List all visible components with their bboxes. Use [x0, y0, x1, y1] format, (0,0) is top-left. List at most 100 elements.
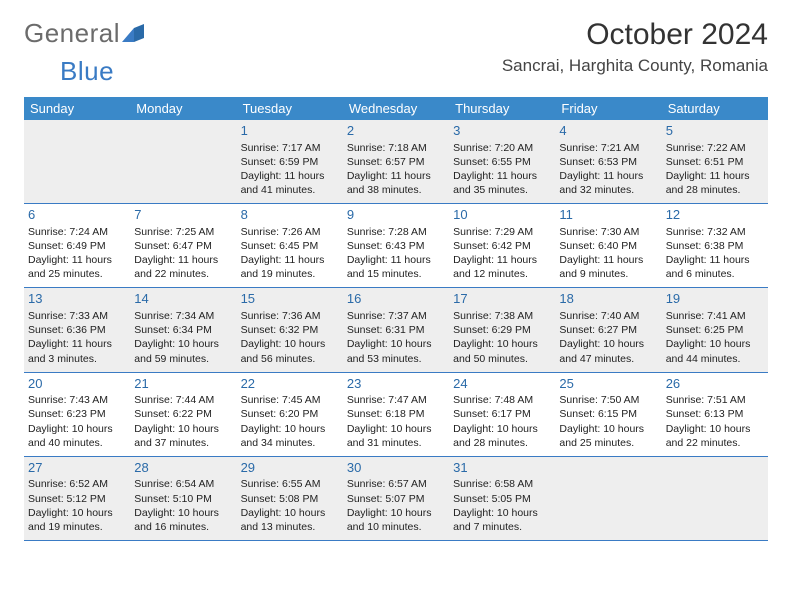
day-cell: 31Sunrise: 6:58 AMSunset: 5:05 PMDayligh… [449, 457, 555, 540]
daylight-line: Daylight: 11 hours and 9 minutes. [559, 253, 657, 281]
sunset-line: Sunset: 6:27 PM [559, 323, 657, 337]
daylight-line: Daylight: 11 hours and 6 minutes. [666, 253, 764, 281]
day-cell: 1Sunrise: 7:17 AMSunset: 6:59 PMDaylight… [237, 120, 343, 203]
day-header-tue: Tuesday [237, 97, 343, 120]
sunset-line: Sunset: 6:17 PM [453, 407, 551, 421]
daylight-line: Daylight: 11 hours and 15 minutes. [347, 253, 445, 281]
day-number: 22 [241, 375, 339, 393]
sunset-line: Sunset: 6:55 PM [453, 155, 551, 169]
day-header-thu: Thursday [449, 97, 555, 120]
logo-icon [122, 18, 146, 49]
day-number: 1 [241, 122, 339, 140]
logo-text-blue: Blue [60, 56, 114, 87]
sunrise-line: Sunrise: 7:34 AM [134, 309, 232, 323]
day-number: 19 [666, 290, 764, 308]
logo: General [24, 18, 146, 49]
day-cell: 16Sunrise: 7:37 AMSunset: 6:31 PMDayligh… [343, 288, 449, 371]
day-number: 13 [28, 290, 126, 308]
day-cell: 3Sunrise: 7:20 AMSunset: 6:55 PMDaylight… [449, 120, 555, 203]
day-cell: 6Sunrise: 7:24 AMSunset: 6:49 PMDaylight… [24, 204, 130, 287]
sunrise-line: Sunrise: 7:48 AM [453, 393, 551, 407]
daylight-line: Daylight: 10 hours and 19 minutes. [28, 506, 126, 534]
sunrise-line: Sunrise: 6:57 AM [347, 477, 445, 491]
sunset-line: Sunset: 5:12 PM [28, 492, 126, 506]
day-number: 24 [453, 375, 551, 393]
week-row: 20Sunrise: 7:43 AMSunset: 6:23 PMDayligh… [24, 373, 768, 457]
empty-cell [130, 120, 236, 203]
week-row: 27Sunrise: 6:52 AMSunset: 5:12 PMDayligh… [24, 457, 768, 541]
day-header-row: Sunday Monday Tuesday Wednesday Thursday… [24, 97, 768, 120]
daylight-line: Daylight: 10 hours and 40 minutes. [28, 422, 126, 450]
sunset-line: Sunset: 6:59 PM [241, 155, 339, 169]
day-cell: 12Sunrise: 7:32 AMSunset: 6:38 PMDayligh… [662, 204, 768, 287]
calendar: Sunday Monday Tuesday Wednesday Thursday… [24, 97, 768, 541]
sunrise-line: Sunrise: 7:41 AM [666, 309, 764, 323]
day-number: 3 [453, 122, 551, 140]
sunset-line: Sunset: 6:31 PM [347, 323, 445, 337]
sunrise-line: Sunrise: 7:20 AM [453, 141, 551, 155]
daylight-line: Daylight: 11 hours and 38 minutes. [347, 169, 445, 197]
day-number: 17 [453, 290, 551, 308]
sunrise-line: Sunrise: 7:30 AM [559, 225, 657, 239]
sunrise-line: Sunrise: 7:45 AM [241, 393, 339, 407]
sunrise-line: Sunrise: 7:17 AM [241, 141, 339, 155]
day-number: 11 [559, 206, 657, 224]
daylight-line: Daylight: 10 hours and 25 minutes. [559, 422, 657, 450]
daylight-line: Daylight: 10 hours and 59 minutes. [134, 337, 232, 365]
day-cell: 9Sunrise: 7:28 AMSunset: 6:43 PMDaylight… [343, 204, 449, 287]
day-number: 12 [666, 206, 764, 224]
sunset-line: Sunset: 6:13 PM [666, 407, 764, 421]
location: Sancrai, Harghita County, Romania [502, 56, 768, 76]
day-number: 15 [241, 290, 339, 308]
day-number: 26 [666, 375, 764, 393]
daylight-line: Daylight: 10 hours and 37 minutes. [134, 422, 232, 450]
sunrise-line: Sunrise: 7:24 AM [28, 225, 126, 239]
day-number: 23 [347, 375, 445, 393]
day-number: 2 [347, 122, 445, 140]
sunset-line: Sunset: 6:20 PM [241, 407, 339, 421]
sunset-line: Sunset: 6:25 PM [666, 323, 764, 337]
day-cell: 13Sunrise: 7:33 AMSunset: 6:36 PMDayligh… [24, 288, 130, 371]
day-cell: 4Sunrise: 7:21 AMSunset: 6:53 PMDaylight… [555, 120, 661, 203]
day-cell: 19Sunrise: 7:41 AMSunset: 6:25 PMDayligh… [662, 288, 768, 371]
sunset-line: Sunset: 6:57 PM [347, 155, 445, 169]
sunrise-line: Sunrise: 6:55 AM [241, 477, 339, 491]
day-cell: 8Sunrise: 7:26 AMSunset: 6:45 PMDaylight… [237, 204, 343, 287]
sunset-line: Sunset: 6:51 PM [666, 155, 764, 169]
day-number: 14 [134, 290, 232, 308]
day-cell: 29Sunrise: 6:55 AMSunset: 5:08 PMDayligh… [237, 457, 343, 540]
sunset-line: Sunset: 6:15 PM [559, 407, 657, 421]
sunrise-line: Sunrise: 7:43 AM [28, 393, 126, 407]
sunrise-line: Sunrise: 6:52 AM [28, 477, 126, 491]
sunrise-line: Sunrise: 7:21 AM [559, 141, 657, 155]
daylight-line: Daylight: 10 hours and 7 minutes. [453, 506, 551, 534]
logo-text-general: General [24, 18, 120, 49]
day-number: 5 [666, 122, 764, 140]
sunrise-line: Sunrise: 7:25 AM [134, 225, 232, 239]
daylight-line: Daylight: 10 hours and 10 minutes. [347, 506, 445, 534]
day-header-wed: Wednesday [343, 97, 449, 120]
day-header-fri: Friday [555, 97, 661, 120]
day-number: 21 [134, 375, 232, 393]
daylight-line: Daylight: 11 hours and 32 minutes. [559, 169, 657, 197]
day-cell: 21Sunrise: 7:44 AMSunset: 6:22 PMDayligh… [130, 373, 236, 456]
day-number: 9 [347, 206, 445, 224]
sunrise-line: Sunrise: 7:18 AM [347, 141, 445, 155]
day-number: 6 [28, 206, 126, 224]
sunrise-line: Sunrise: 7:47 AM [347, 393, 445, 407]
day-number: 8 [241, 206, 339, 224]
sunrise-line: Sunrise: 7:32 AM [666, 225, 764, 239]
sunset-line: Sunset: 6:43 PM [347, 239, 445, 253]
month-title: October 2024 [502, 18, 768, 52]
sunrise-line: Sunrise: 7:29 AM [453, 225, 551, 239]
daylight-line: Daylight: 10 hours and 31 minutes. [347, 422, 445, 450]
day-cell: 27Sunrise: 6:52 AMSunset: 5:12 PMDayligh… [24, 457, 130, 540]
day-cell: 25Sunrise: 7:50 AMSunset: 6:15 PMDayligh… [555, 373, 661, 456]
empty-cell [662, 457, 768, 540]
day-number: 28 [134, 459, 232, 477]
weeks-container: 1Sunrise: 7:17 AMSunset: 6:59 PM Daylight… [24, 120, 768, 541]
day-cell: 30Sunrise: 6:57 AMSunset: 5:07 PMDayligh… [343, 457, 449, 540]
daylight-line: Daylight: 10 hours and 50 minutes. [453, 337, 551, 365]
sunset-line: Sunset: 6:42 PM [453, 239, 551, 253]
day-cell: 24Sunrise: 7:48 AMSunset: 6:17 PMDayligh… [449, 373, 555, 456]
